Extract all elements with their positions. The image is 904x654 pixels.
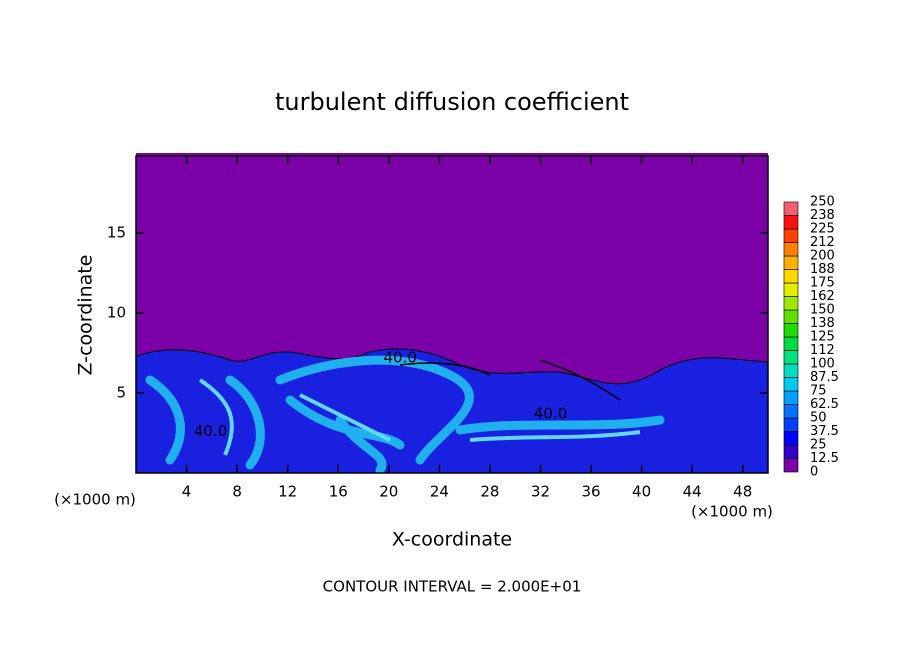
colorbar-tick-label: 50: [810, 411, 827, 426]
colorbar-tick-label: 250: [810, 195, 835, 210]
x-tick-label: 40: [632, 483, 651, 501]
x-tick-label: 36: [581, 483, 600, 501]
colorbar-tick-label: 150: [810, 303, 835, 318]
colorbar-tick-label: 12.5: [810, 451, 839, 466]
colorbar-tick-label: 25: [810, 438, 827, 453]
contour-label: 40.0: [383, 348, 416, 366]
colorbar-tick-label: 112: [810, 343, 835, 358]
colorbar-cell: [783, 255, 799, 270]
x-tick-label: 44: [683, 483, 702, 501]
y-tick-label: 10: [107, 304, 126, 322]
colorbar-tick-label: 188: [810, 262, 835, 277]
colorbar-cell: [783, 309, 799, 324]
y-tick-label: 5: [116, 384, 126, 402]
colorbar-tick-label: 87.5: [810, 370, 839, 385]
x-tick-label: 24: [430, 483, 449, 501]
colorbar-tick-label: 0: [810, 465, 818, 480]
x-tick-label: 4: [182, 483, 192, 501]
colorbar-tick-label: 175: [810, 276, 835, 291]
colorbar-tick-label: 212: [810, 235, 835, 250]
colorbar-tick-label: 37.5: [810, 424, 839, 439]
y-axis-label: Z-coordinate: [75, 255, 97, 376]
colorbar-cell: [783, 377, 799, 392]
footer-note: CONTOUR INTERVAL = 2.000E+01: [323, 578, 582, 596]
colorbar-cell: [783, 323, 799, 338]
x-tick-label: 28: [480, 483, 499, 501]
x-tick-label: 20: [379, 483, 398, 501]
y-tick-label: 15: [107, 224, 126, 242]
y-unit-label: (×1000 m): [54, 491, 136, 509]
colorbar-tick-label: 225: [810, 222, 835, 237]
colorbar-tick-label: 62.5: [810, 397, 839, 412]
x-tick-label: 16: [329, 483, 348, 501]
colorbar-cell: [783, 404, 799, 419]
colorbar-cell: [783, 458, 799, 473]
colorbar-cell: [783, 417, 799, 432]
colorbar-cell: [783, 336, 799, 351]
colorbar-cell: [783, 201, 799, 216]
colorbar-tick-label: 75: [810, 384, 827, 399]
colorbar-tick-label: 200: [810, 249, 835, 264]
colorbar-cell: [783, 269, 799, 284]
plot-frame: [135, 155, 769, 474]
x-axis-label: X-coordinate: [392, 529, 512, 551]
colorbar-tick-label: 138: [810, 316, 835, 331]
chart-title: turbulent diffusion coefficient: [275, 88, 629, 116]
x-tick-label: 8: [232, 483, 242, 501]
colorbar-tick-label: 162: [810, 289, 835, 304]
colorbar-cell: [783, 242, 799, 257]
colorbar-cell: [783, 390, 799, 405]
field: [136, 348, 768, 473]
colorbar-cell: [783, 228, 799, 243]
colorbar-tick-label: 238: [810, 208, 835, 223]
colorbar-cell: [783, 296, 799, 311]
contour-label: 40.0: [534, 404, 567, 422]
colorbar-cell: [783, 431, 799, 446]
colorbar-cell: [783, 282, 799, 297]
x-tick-label: 48: [733, 483, 752, 501]
x-tick-label: 12: [278, 483, 297, 501]
colorbar-cell: [783, 350, 799, 365]
colorbar-cell: [783, 215, 799, 230]
x-unit-label: (×1000 m): [691, 503, 773, 521]
colorbar-tick-label: 125: [810, 330, 835, 345]
colorbar-cell: [783, 444, 799, 459]
contour-label: 40.0: [194, 422, 227, 440]
colorbar-tick-label: 100: [810, 357, 835, 372]
x-tick-label: 32: [531, 483, 550, 501]
colorbar-cell: [783, 363, 799, 378]
